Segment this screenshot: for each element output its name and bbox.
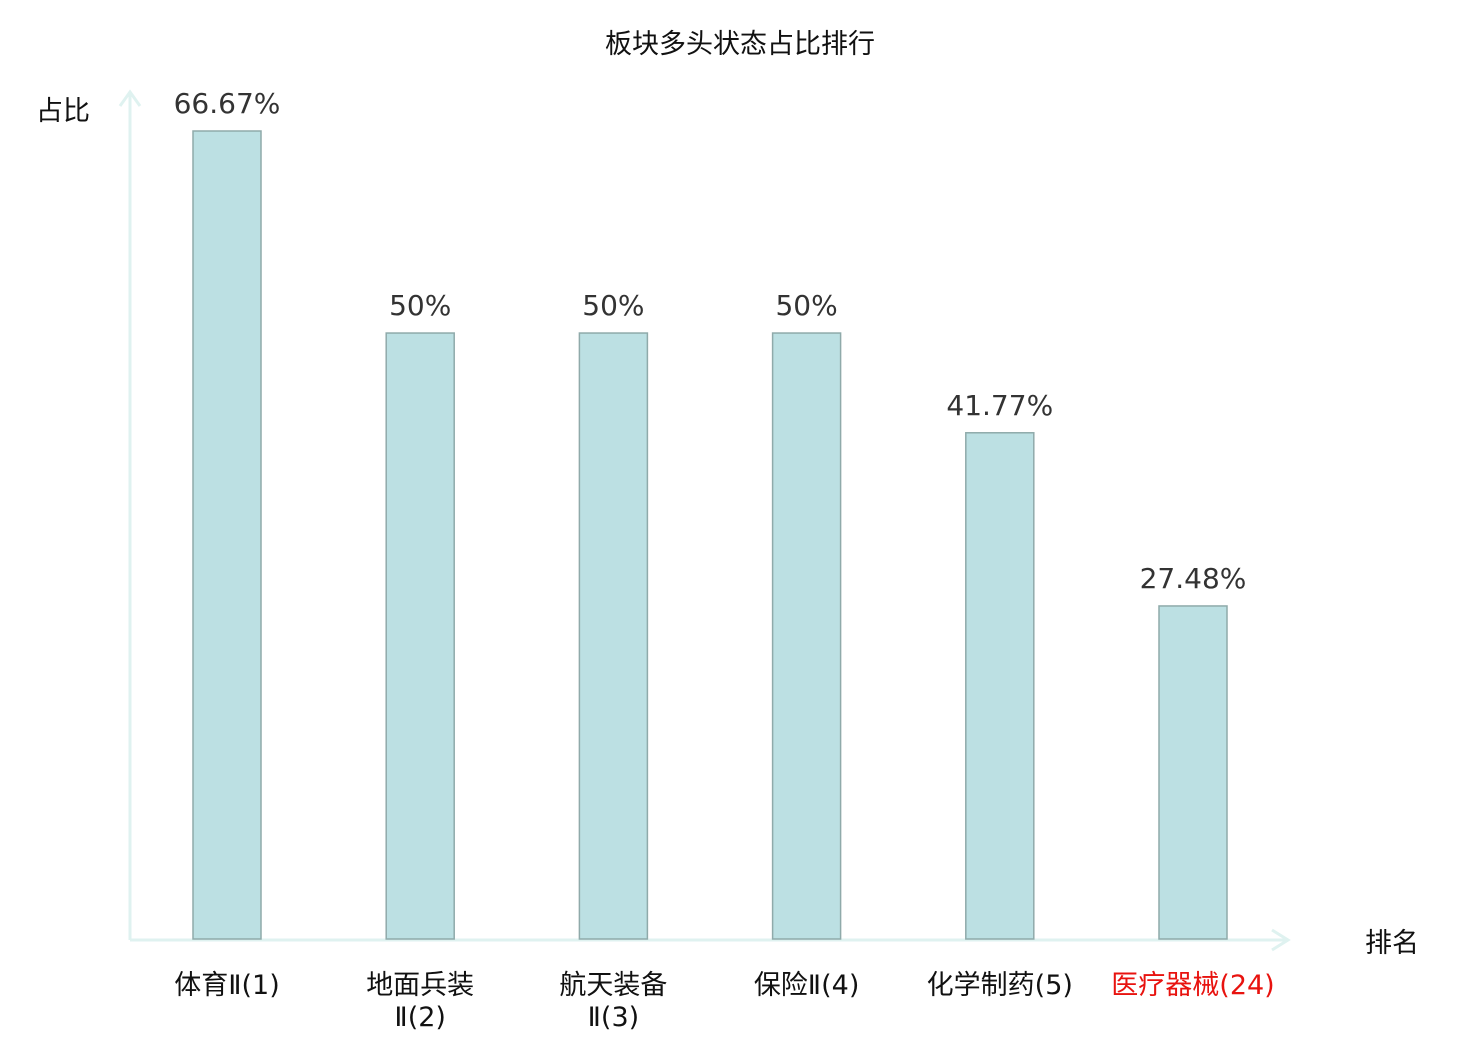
y-axis-label: 占比	[36, 96, 90, 127]
data-label: 41.77%	[946, 389, 1053, 422]
x-tick-label: 地面兵装	[366, 970, 474, 1001]
x-axis	[130, 928, 1291, 952]
x-axis-label: 排名	[1365, 928, 1419, 959]
x-tick-label: Ⅱ(3)	[588, 1002, 640, 1033]
bar	[1158, 605, 1228, 940]
bar	[578, 332, 649, 940]
x-tick-label: 体育Ⅱ(1)	[174, 970, 280, 1001]
chart-title: 板块多头状态占比排行	[605, 29, 875, 60]
data-label: 66.67%	[174, 87, 281, 120]
data-label: 27.48%	[1140, 562, 1247, 595]
data-label: 50%	[389, 289, 451, 322]
x-tick-label: 医疗器械(24)	[1111, 970, 1274, 1001]
bar	[771, 332, 842, 940]
x-tick-label: 化学制药(5)	[927, 970, 1073, 1001]
bar	[192, 130, 262, 940]
x-tick-label: Ⅱ(2)	[394, 1002, 446, 1033]
bar	[965, 432, 1035, 940]
y-axis	[118, 89, 142, 940]
data-label: 50%	[582, 289, 644, 322]
bar	[385, 332, 455, 940]
x-tick-label: 航天装备	[559, 970, 667, 1001]
data-label: 50%	[775, 289, 837, 322]
x-tick-label: 保险Ⅱ(4)	[754, 970, 860, 1001]
